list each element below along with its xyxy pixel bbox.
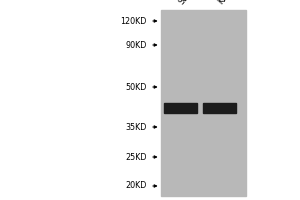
Text: 120KD: 120KD	[121, 17, 147, 25]
Bar	[164, 103, 196, 113]
Bar	[0, 0, 160, 200]
Text: Stomach: Stomach	[178, 0, 208, 6]
Bar	[202, 103, 236, 113]
Text: 20KD: 20KD	[126, 182, 147, 190]
Text: 25KD: 25KD	[125, 152, 147, 162]
Text: Kidney: Kidney	[217, 0, 241, 6]
Text: 50KD: 50KD	[126, 83, 147, 92]
Text: 35KD: 35KD	[126, 122, 147, 132]
Text: 90KD: 90KD	[126, 40, 147, 49]
Bar	[160, 10, 246, 196]
